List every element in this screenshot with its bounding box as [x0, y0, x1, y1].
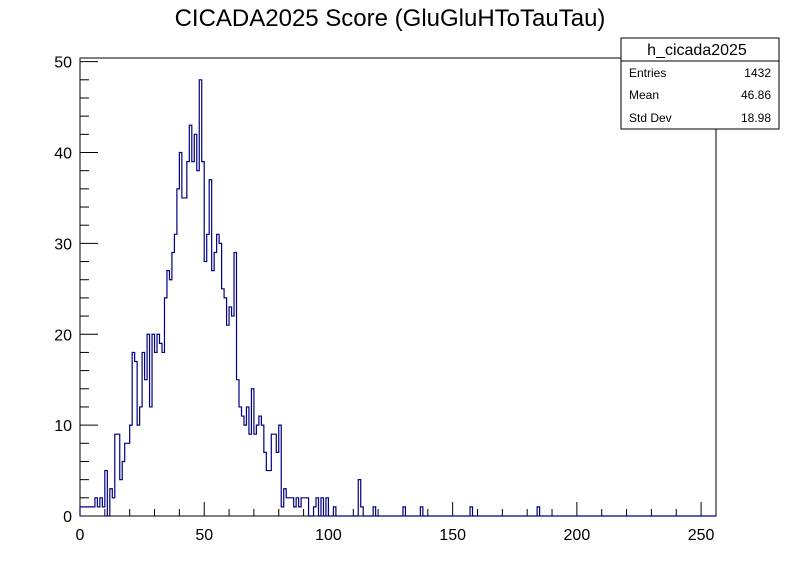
stats-box-frame: [620, 37, 780, 130]
x-tick-label: 50: [195, 527, 213, 544]
stats-entries-label: Entries: [629, 66, 666, 80]
stats-stddev-value: 18.98: [741, 111, 771, 125]
stats-mean-label: Mean: [629, 88, 659, 102]
x-tick-label: 150: [439, 527, 466, 544]
stats-box-title: h_cicada2025: [647, 42, 747, 59]
histogram: [79, 79, 716, 517]
y-tick-label: 10: [54, 418, 72, 435]
histogram-series-line: [79, 79, 716, 517]
stats-mean-value: 46.86: [741, 88, 771, 102]
y-tick-label: 20: [54, 327, 72, 344]
y-tick-label: 50: [54, 55, 72, 72]
x-tick-label: 0: [76, 527, 85, 544]
stats-box: h_cicada2025 Entries 1432 Mean 46.86 Std…: [620, 37, 780, 130]
x-axis: 0 50 100 150 200 250: [76, 502, 715, 544]
x-tick-label: 200: [564, 527, 591, 544]
x-tick-label: 100: [315, 527, 342, 544]
y-axis: 0 10 20 30 40 50: [54, 55, 98, 526]
x-tick-label: 250: [688, 527, 715, 544]
y-tick-label: 0: [63, 509, 72, 526]
stats-stddev-label: Std Dev: [629, 111, 672, 125]
y-tick-label: 40: [54, 146, 72, 163]
stats-entries-value: 1432: [744, 66, 771, 80]
chart-title: CICADA2025 Score (GluGluHToTauTau): [175, 5, 606, 32]
y-tick-label: 30: [54, 236, 72, 253]
